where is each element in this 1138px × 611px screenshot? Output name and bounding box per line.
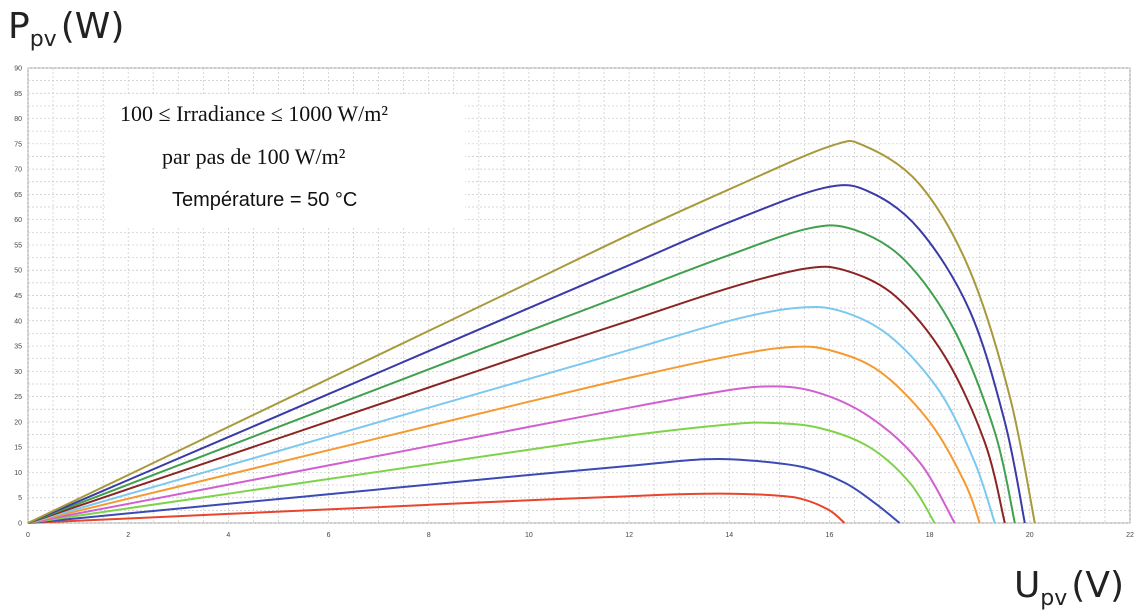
curve-4	[27, 385, 956, 524]
annotation-box: 100 ≤ Irradiance ≤ 1000 W/m² par pas de …	[105, 95, 465, 227]
curve-7	[27, 265, 1006, 524]
y-axis-title: Ppv (W)	[8, 6, 125, 52]
x-tick-label: 14	[725, 532, 733, 539]
y-tick-label: 55	[14, 242, 22, 249]
y-tick-label: 0	[18, 521, 22, 528]
y-tick-label: 65	[14, 192, 22, 199]
curve-5	[27, 345, 981, 524]
x-tick-label: 20	[1026, 532, 1034, 539]
y-axis-unit: (W)	[60, 6, 125, 47]
x-tick-label: 0	[26, 532, 30, 539]
y-tick-label: 10	[14, 470, 22, 477]
x-tick-label: 22	[1126, 532, 1134, 539]
curves	[27, 140, 1036, 524]
y-tick-label: 50	[14, 268, 22, 275]
tick-labels: 0 2 4 6 8 10 12 14 16 18 20 22 0 5 10 15 20 25 30 35 40 45 50 5…	[14, 66, 1134, 540]
x-axis-symbol: U	[1013, 565, 1041, 606]
y-tick-label: 75	[14, 141, 22, 148]
curve-9	[27, 184, 1026, 524]
y-tick-label: 35	[14, 344, 22, 351]
y-tick-label: 5	[18, 495, 22, 502]
annotation-temperature: Température = 50 °C	[172, 189, 357, 211]
y-tick-label: 70	[14, 167, 22, 174]
x-tick-label: 10	[525, 532, 533, 539]
x-axis-subscript: pv	[1040, 586, 1068, 611]
curve-10	[27, 140, 1036, 524]
x-tick-label: 12	[625, 532, 633, 539]
x-axis-unit: (V)	[1071, 565, 1124, 606]
x-tick-label: 6	[327, 532, 331, 539]
y-tick-label: 20	[14, 419, 22, 426]
annotation-irradiance-range: 100 ≤ Irradiance ≤ 1000 W/m²	[120, 101, 388, 126]
x-tick-label: 8	[427, 532, 431, 539]
curve-2	[27, 458, 901, 524]
y-axis-subscript: pv	[29, 27, 57, 52]
y-tick-label: 45	[14, 293, 22, 300]
y-tick-label: 90	[14, 66, 22, 73]
y-tick-label: 25	[14, 394, 22, 401]
y-tick-label: 40	[14, 318, 22, 325]
y-tick-label: 30	[14, 369, 22, 376]
y-tick-label: 80	[14, 116, 22, 123]
x-tick-label: 18	[926, 532, 934, 539]
y-tick-label: 60	[14, 217, 22, 224]
annotation-step: par pas de 100 W/m²	[162, 144, 346, 169]
y-axis-symbol: P	[8, 6, 30, 47]
curve-1	[27, 492, 846, 524]
y-tick-label: 85	[14, 91, 22, 98]
x-tick-label: 4	[226, 532, 230, 539]
curve-3	[27, 421, 936, 524]
curve-8	[27, 224, 1016, 524]
curve-6	[27, 305, 996, 524]
y-tick-label: 15	[14, 445, 22, 452]
x-tick-label: 16	[826, 532, 834, 539]
x-tick-label: 2	[126, 532, 130, 539]
x-axis-title: Upv (V)	[1013, 565, 1124, 611]
